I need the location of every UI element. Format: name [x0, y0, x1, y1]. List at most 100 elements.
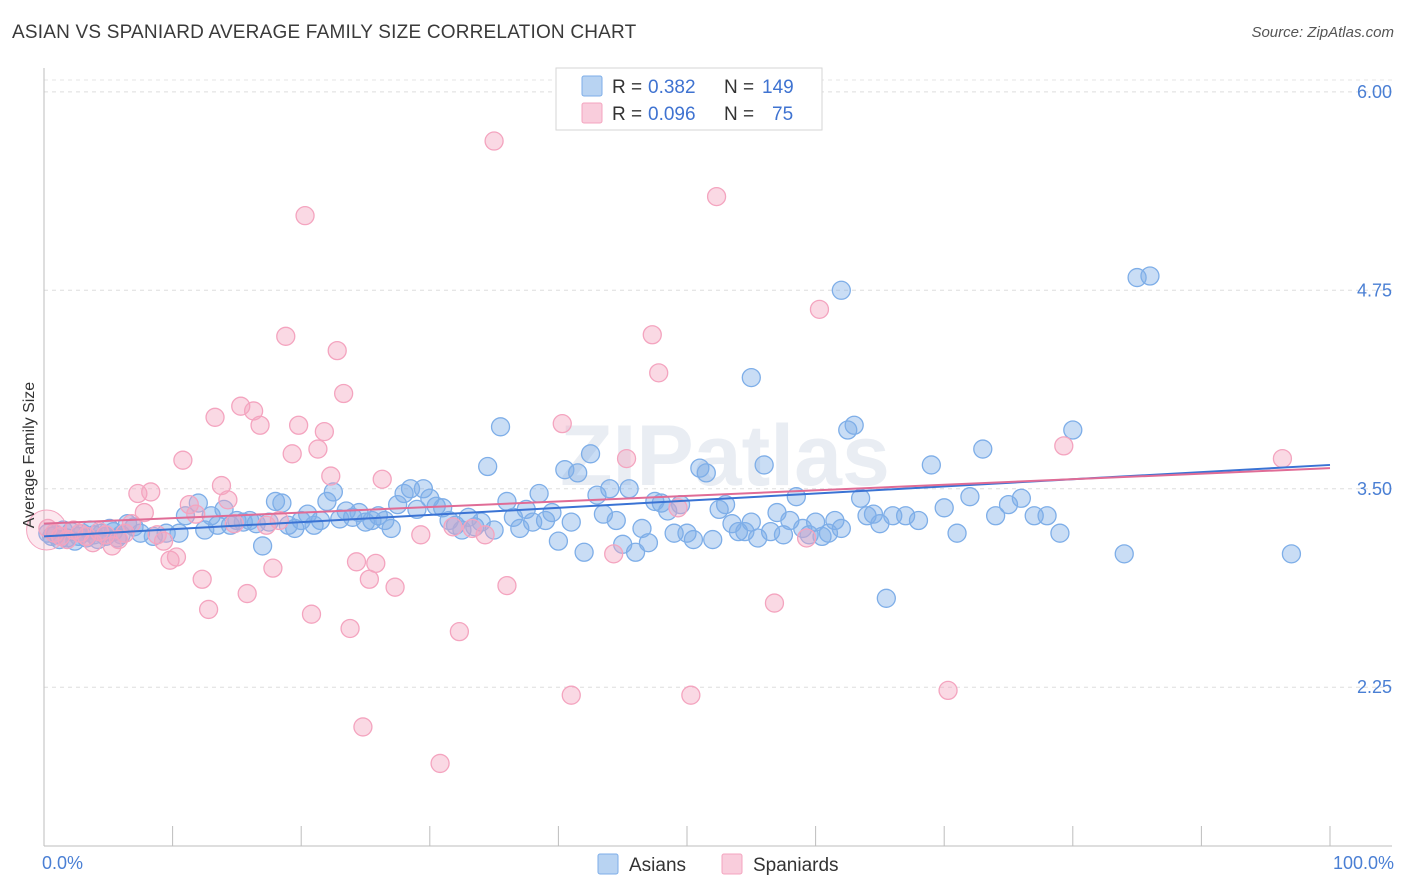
spaniard-point-16 [141, 482, 161, 502]
spaniard-point-44 [321, 466, 341, 486]
spaniard-point-62 [552, 414, 572, 434]
spaniard-point-76 [1272, 448, 1293, 469]
spaniard-point-40 [295, 206, 315, 226]
spaniard-point-33 [250, 415, 270, 435]
legend-r-label-asians: R = [612, 77, 642, 98]
asian-point-134 [876, 588, 896, 608]
spaniard-point-24 [192, 569, 212, 589]
spaniard-point-22 [179, 494, 199, 515]
spaniard-point-66 [642, 325, 662, 345]
legend-n-label-asians: N = [724, 77, 754, 98]
spaniard-point-60 [484, 131, 504, 151]
y-tick-labels: 2.25 3.50 4.75 6.00 [1357, 82, 1392, 697]
asian-point-109 [715, 494, 736, 515]
asian-point-138 [921, 455, 941, 475]
asian-point-140 [947, 523, 967, 543]
asian-point-123 [805, 512, 826, 532]
asian-point-81 [535, 510, 556, 531]
asian-point-118 [773, 525, 794, 545]
spaniard-point-48 [346, 552, 367, 572]
x-tick-label-1: 100.0% [1333, 853, 1394, 873]
spaniard-point-51 [366, 553, 386, 574]
spaniard-point-64 [604, 544, 624, 564]
top-legend: R = 0.382 N = 149 R = 0.096 N = 75 [555, 67, 823, 131]
y-tick-label-1: 3.50 [1357, 479, 1392, 499]
spaniard-point-39 [288, 415, 309, 435]
bottom-legend-label-spaniards: Spaniards [753, 855, 839, 876]
asian-point-47 [317, 491, 337, 512]
spaniard-point-67 [649, 363, 669, 383]
watermark: ZIPatlas [560, 408, 890, 504]
asian-point-141 [960, 487, 980, 507]
spaniard-point-68 [668, 498, 688, 518]
spaniard-point-26 [205, 407, 225, 427]
spaniard-point-53 [385, 577, 405, 597]
spaniard-point-45 [327, 340, 347, 361]
asian-point-48 [323, 482, 344, 502]
spaniard-trend-line [43, 467, 1331, 525]
spaniard-point-23 [186, 504, 206, 524]
asian-point-154 [831, 280, 851, 300]
asian-point-115 [754, 455, 774, 475]
spaniard-point-43 [314, 421, 334, 442]
bottom-legend: Asians Spaniards [597, 853, 839, 876]
legend-swatch-asians [581, 75, 603, 97]
asian-point-111 [728, 521, 749, 542]
series-asians-points [38, 266, 1302, 608]
legend-r-label-spaniards: R = [612, 104, 642, 125]
spaniard-point-27 [211, 475, 232, 496]
asian-point-37 [252, 536, 273, 556]
spaniard-point-35 [263, 558, 283, 578]
asian-point-87 [574, 542, 594, 562]
asian-point-95 [625, 542, 646, 562]
legend-swatch-spaniards [581, 102, 603, 124]
spaniard-point-46 [333, 383, 354, 404]
asian-point-132 [863, 504, 884, 524]
spaniard-point-75 [1054, 436, 1074, 456]
spaniard-point-56 [443, 517, 463, 537]
asian-point-137 [908, 510, 929, 531]
asian-point-91 [600, 479, 620, 499]
y-tick-label-2: 4.75 [1357, 280, 1392, 300]
spaniard-point-74 [938, 680, 958, 701]
spaniard-point-25 [198, 599, 219, 620]
asian-point-83 [548, 531, 569, 551]
asian-point-152 [1140, 266, 1160, 286]
spaniard-point-61 [497, 575, 517, 596]
asian-point-129 [844, 415, 864, 435]
legend-n-value-spaniards: 75 [772, 104, 793, 125]
spaniard-point-65 [616, 448, 637, 469]
x-tick-label-0: 0.0% [42, 853, 83, 873]
asian-point-142 [973, 439, 993, 459]
spaniard-point-large [26, 509, 68, 551]
spaniard-point-73 [809, 299, 830, 319]
asian-point-72 [478, 456, 498, 477]
asian-point-145 [1011, 488, 1032, 508]
spaniard-point-71 [764, 593, 785, 613]
spaniard-point-72 [796, 528, 817, 548]
bottom-legend-label-asians: Asians [629, 855, 686, 876]
asian-point-94 [619, 479, 639, 499]
spaniard-point-41 [301, 604, 322, 624]
asian-point-88 [580, 444, 601, 464]
asian-point-85 [561, 512, 581, 532]
spaniard-point-20 [166, 547, 187, 567]
spaniard-point-15 [134, 502, 154, 523]
y-axis-label: Average Family Size [21, 382, 38, 529]
bottom-legend-swatch-spaniards [721, 853, 743, 875]
legend-r-value-spaniards: 0.096 [648, 104, 696, 125]
asian-point-153 [1281, 544, 1302, 564]
spaniard-point-42 [308, 439, 328, 459]
spaniard-point-52 [372, 469, 392, 489]
asian-point-155 [741, 367, 761, 388]
spaniard-point-37 [276, 326, 296, 346]
asian-point-149 [1063, 420, 1083, 440]
legend-n-label-spaniards: N = [724, 104, 754, 125]
spaniard-point-38 [282, 444, 302, 464]
spaniard-point-55 [430, 753, 450, 774]
asian-point-150 [1114, 544, 1134, 564]
spaniard-point-47 [340, 618, 360, 639]
spaniard-point-21 [173, 450, 193, 470]
spaniard-point-57 [449, 622, 470, 642]
